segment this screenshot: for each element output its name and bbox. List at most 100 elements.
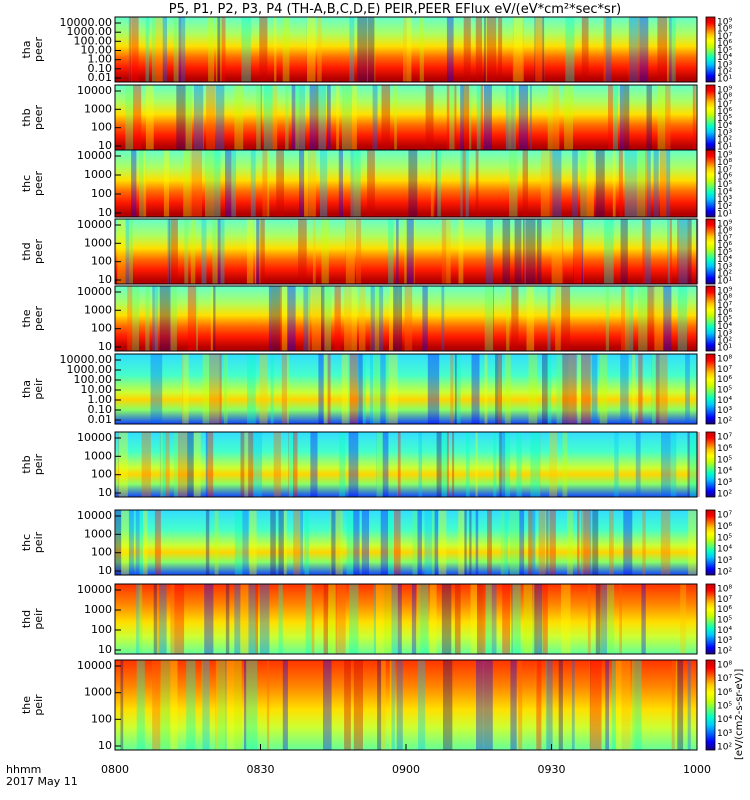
probe-label: tha <box>20 40 33 58</box>
colorbar-tick-label: 10⁷ <box>717 511 732 521</box>
y-tick-label: 1000 <box>84 449 112 462</box>
y-tick-label: 10000 <box>77 583 112 596</box>
species-label: peer <box>32 105 45 131</box>
colorbar <box>705 218 716 285</box>
panel-frame <box>114 353 698 425</box>
colorbar-units-label: [eV/(cm2-s-sr-eV)] <box>734 669 745 760</box>
x-tick-label: 0830 <box>247 763 275 776</box>
y-tick-label: 10.00 <box>81 383 113 396</box>
colorbar <box>705 16 716 83</box>
colorbar-tick-label: 10² <box>717 269 732 279</box>
species-label: peer <box>32 306 45 332</box>
colorbar-tick-label: 10² <box>717 490 732 500</box>
colorbar-tick-label: 10⁴ <box>717 322 732 332</box>
species-label: peir <box>32 531 45 553</box>
colorbar-tick-label: 10⁸ <box>717 25 732 35</box>
colorbar-tick-label: 10⁶ <box>717 444 732 454</box>
colorbar-tick-label: 10⁶ <box>717 107 732 117</box>
y-tick-label: 100 <box>91 322 112 335</box>
spectrogram-image <box>115 354 697 424</box>
y-tick-label: 0.10 <box>88 403 113 416</box>
y-tick-label: 10 <box>98 643 112 656</box>
y-tick-label: 1000.00 <box>67 25 113 38</box>
x-tick-label: 0930 <box>538 763 566 776</box>
colorbar <box>705 583 716 655</box>
colorbar-tick-label: 10³ <box>717 729 732 739</box>
y-tick-label: 10.00 <box>81 44 113 57</box>
spectrogram-image <box>115 150 697 217</box>
panel-frame <box>114 431 698 498</box>
colorbar-tick-label: 10³ <box>717 636 732 646</box>
y-tick-label: 100 <box>91 121 112 134</box>
y-tick-label: 10 <box>98 206 112 219</box>
time-axis: 0800 0830 0900 0930 1000 <box>101 744 711 776</box>
species-label: peir <box>32 378 45 400</box>
panel-the-peir: 10000 1000 100 10 the peir 10⁸ 10⁷ 10⁶ 10⁵ 10⁴ 10³ 1… <box>20 659 732 753</box>
colorbar-tick-label: 10⁸ <box>717 294 732 304</box>
colorbar-tick-label: 10⁶ <box>717 173 732 183</box>
colorbar-tick-label: 10⁴ <box>717 467 732 477</box>
panel-frame <box>114 218 698 285</box>
colorbar-tick-label: 10⁴ <box>717 187 732 197</box>
y-tick-label: 10 <box>98 273 112 286</box>
colorbar-tick-label: 10² <box>717 647 732 657</box>
spectrogram-texture <box>150 354 690 424</box>
colorbar-tick-label: 10⁹ <box>717 287 732 297</box>
colorbar-tick-label: 10¹ <box>717 277 732 287</box>
probe-label: tha <box>20 380 33 398</box>
colorbar-tick-label: 10⁷ <box>717 234 732 244</box>
y-tick-label: 10000 <box>77 218 112 231</box>
colorbar-tick-label: 10⁷ <box>717 674 732 684</box>
y-tick-label: 100 <box>91 255 112 268</box>
spectrogram-image <box>115 17 697 82</box>
panel-frame <box>114 509 698 576</box>
colorbar-tick-label: 10³ <box>717 262 732 272</box>
spectrogram-image <box>115 286 697 351</box>
colorbar <box>705 149 716 218</box>
x-tick-label: 0900 <box>392 763 420 776</box>
colorbar-tick-label: 10⁷ <box>717 595 732 605</box>
y-tick-label: 1000 <box>84 527 112 540</box>
colorbar-tick-label: 10⁹ <box>717 220 732 230</box>
y-tick-label: 10 <box>98 739 112 752</box>
colorbar-tick-label: 10³ <box>717 60 732 70</box>
probe-label: thc <box>20 175 33 192</box>
colorbar-tick-label: 10¹ <box>717 143 732 153</box>
y-tick-label: 10 <box>98 340 112 353</box>
colorbar-tick-label: 10⁵ <box>717 180 732 190</box>
spectrogram-image <box>115 660 697 750</box>
colorbar <box>705 84 716 151</box>
colorbar-tick-label: 10⁶ <box>717 375 732 385</box>
colorbar <box>705 431 716 498</box>
colorbar-tick-label: 10² <box>717 202 732 212</box>
colorbar-tick-label: 10⁵ <box>717 702 732 712</box>
colorbar-tick-label: 10⁸ <box>717 355 732 365</box>
probe-label: thd <box>20 610 33 628</box>
species-label: peir <box>32 694 45 716</box>
panel-frame <box>114 583 698 655</box>
colorbar-tick-label: 10⁵ <box>717 114 732 124</box>
figure-title: P5, P1, P2, P3, P4 (TH-A,B,C,D,E) PEIR,P… <box>169 2 622 17</box>
y-tick-label: 10000 <box>77 84 112 97</box>
x-tick-label: 1000 <box>683 763 711 776</box>
colorbar-tick-label: 10⁶ <box>717 308 732 318</box>
species-label: peer <box>32 37 45 63</box>
colorbar-tick-label: 10¹ <box>717 344 732 354</box>
colorbar-tick-label: 10⁶ <box>717 605 732 615</box>
y-tick-label: 100 <box>91 712 112 725</box>
colorbar <box>705 353 716 425</box>
colorbar-tick-label: 10⁷ <box>717 165 732 175</box>
colorbar-tick-label: 10⁴ <box>717 121 732 131</box>
y-tick-label: 1000 <box>84 603 112 616</box>
colorbar-tick-label: 10⁵ <box>717 533 732 543</box>
panel-frame <box>114 149 698 218</box>
date-label: 2017 May 11 <box>6 775 78 788</box>
y-tick-label: 10 <box>98 564 112 577</box>
spectrogram-texture <box>136 584 687 654</box>
colorbar-tick-label: 10⁸ <box>717 158 732 168</box>
y-tick-label: 10000 <box>77 285 112 298</box>
